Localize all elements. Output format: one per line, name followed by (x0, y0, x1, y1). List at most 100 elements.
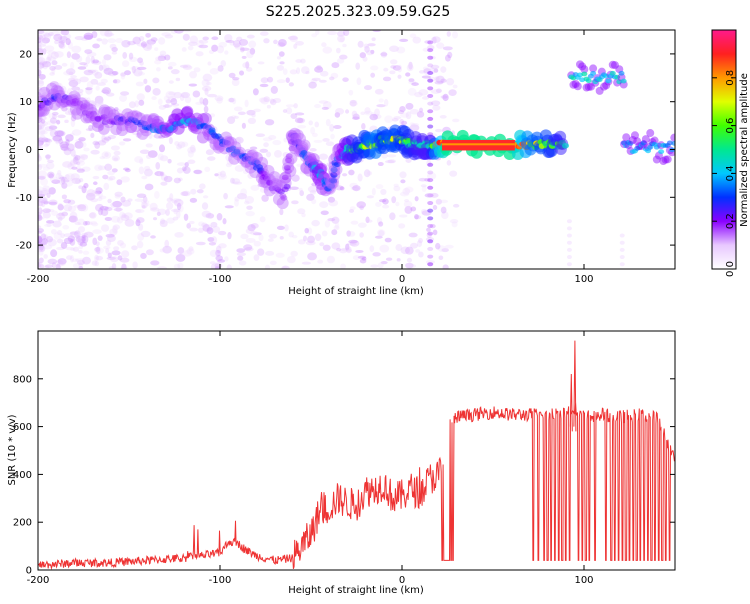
heatmap-cell (181, 166, 187, 172)
heatmap-cell (101, 137, 110, 143)
heatmap-cell (426, 232, 432, 238)
heatmap-cell (183, 64, 192, 69)
heatmap-cell (334, 185, 344, 191)
heatmap-cell (62, 225, 70, 230)
heatmap-cell (60, 37, 66, 46)
heatmap-cell (90, 198, 98, 203)
heatmap-cell (384, 237, 392, 243)
heatmap-cell (444, 244, 454, 249)
heatmap-cell (405, 102, 414, 110)
heatmap-cell (321, 190, 328, 195)
heatmap-cell (282, 266, 288, 269)
heatmap-cell (47, 238, 57, 247)
heatmap-cell (339, 186, 345, 191)
heatmap-cell (69, 231, 79, 235)
heatmap-cell (92, 140, 100, 146)
heatmap-cell (330, 171, 338, 178)
heatmap-cell (61, 30, 68, 35)
heatmap-cell (108, 175, 116, 181)
snr-line (38, 340, 675, 570)
heatmap-cell (395, 201, 400, 207)
heatmap-cell (126, 127, 136, 133)
heatmap-cell (322, 244, 331, 251)
heatmap-cell (142, 196, 148, 203)
heatmap-cell (290, 113, 298, 120)
heatmap-cell (167, 158, 172, 164)
heatmap-cell (104, 206, 113, 212)
heatmap-cell (610, 61, 619, 70)
heatmap-cell (177, 204, 184, 213)
heatmap-cell (114, 191, 123, 197)
heatmap-cell (409, 122, 415, 127)
heatmap-cell (440, 206, 447, 214)
heatmap-cell (274, 186, 282, 193)
heatmap-cell (192, 90, 201, 98)
heatmap-cell (60, 241, 68, 249)
heatmap-cell (619, 233, 625, 238)
heatmap-cell (75, 161, 81, 165)
heatmap-cell (74, 230, 81, 238)
heatmap-cell (399, 171, 407, 179)
heatmap-cell (268, 135, 277, 140)
heatmap-cell (427, 55, 434, 60)
heatmap-cell (38, 86, 51, 99)
heatmap-cell (38, 48, 43, 52)
heatmap-cell (85, 128, 94, 132)
heatmap-cell (211, 236, 218, 244)
heatmap-cell (193, 169, 202, 174)
heatmap-cell (427, 109, 434, 114)
heatmap-cell (426, 227, 431, 232)
heatmap-cell (141, 205, 146, 209)
heatmap-cell (435, 128, 443, 133)
heatmap-cell (275, 180, 288, 193)
heatmap-cell (645, 148, 652, 154)
heatmap-cell (104, 152, 109, 158)
heatmap-cell (171, 208, 181, 213)
heatmap-cell (366, 195, 374, 199)
heatmap-cell (331, 242, 341, 250)
heatmap-cell (204, 166, 211, 172)
heatmap-cell (100, 65, 107, 70)
heatmap-cell (281, 174, 289, 181)
heatmap-cell (67, 163, 74, 170)
heatmap-cell (284, 168, 292, 175)
heatmap-cell (376, 229, 386, 237)
heatmap-cell (74, 155, 81, 161)
heatmap-cell (131, 245, 138, 251)
heatmap-cell (427, 116, 434, 121)
heatmap-cell (102, 87, 111, 95)
heatmap-cell (60, 233, 65, 239)
heatmap-cell (38, 225, 42, 229)
heatmap-cell (117, 239, 124, 246)
heatmap-cell (71, 86, 81, 91)
heatmap-cell (45, 82, 58, 95)
heatmap-cell (113, 78, 121, 84)
heatmap-cell (201, 85, 212, 92)
heatmap-cell (145, 249, 154, 256)
heatmap-cell (55, 172, 62, 180)
heatmap-cell (391, 196, 397, 204)
heatmap-cell (38, 142, 44, 149)
heatmap-cell (318, 100, 329, 104)
heatmap-cell (78, 99, 91, 112)
snr-xlabel: Height of straight line (km) (288, 585, 424, 596)
heatmap-cell (435, 75, 445, 84)
heatmap-cell (38, 36, 43, 44)
heatmap-cell (357, 173, 363, 182)
heatmap-cell (202, 73, 213, 82)
heatmap-cell (150, 260, 160, 266)
heatmap-cell (152, 88, 161, 96)
heatmap-cell (40, 188, 49, 196)
heatmap-cell (276, 225, 285, 230)
heatmap-cell (88, 212, 96, 218)
heatmap-cell (142, 43, 153, 51)
heatmap-cell (250, 151, 263, 164)
heatmap-cell (39, 61, 44, 65)
heatmap-cell (316, 64, 322, 71)
heatmap-cell (38, 128, 46, 136)
heatmap-cell (121, 213, 127, 219)
heatmap-cell (182, 33, 190, 41)
heatmap-cell (315, 30, 320, 36)
